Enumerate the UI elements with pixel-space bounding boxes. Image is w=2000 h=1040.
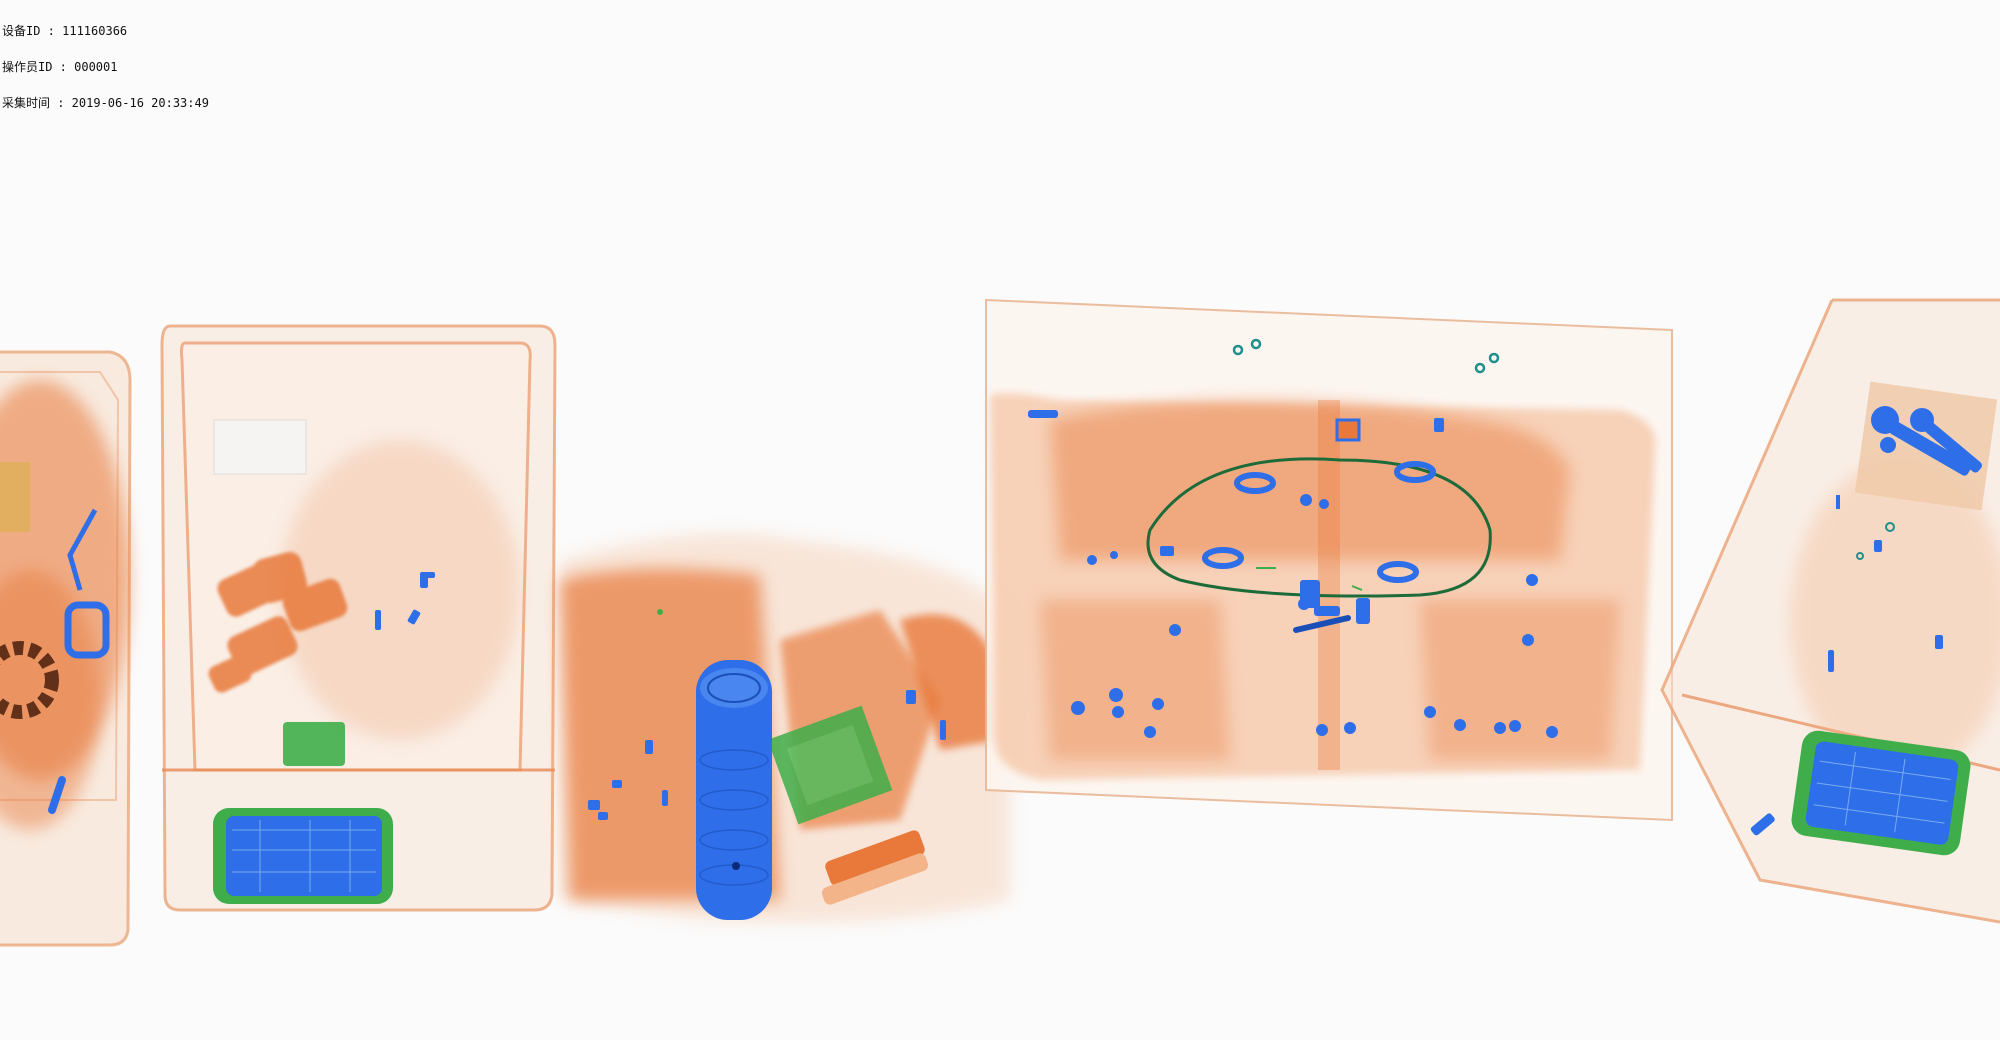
operator-id-text: 操作员ID : 000001 (2, 60, 118, 74)
scan-tray-1 (0, 350, 132, 947)
device-id-text: 设备ID : 111160366 (2, 24, 128, 38)
scan-info-overlay: 设备ID : 111160366 操作员ID : 000001 采集时间 : 2… (2, 1, 209, 121)
scan-tray-4 (985, 298, 1673, 822)
scan-tray-5 (1660, 298, 2000, 924)
scan-tray-3 (560, 533, 1010, 923)
capture-time-text: 采集时间 : 2019-06-16 20:33:49 (2, 96, 209, 110)
scan-tray-2 (160, 324, 557, 912)
